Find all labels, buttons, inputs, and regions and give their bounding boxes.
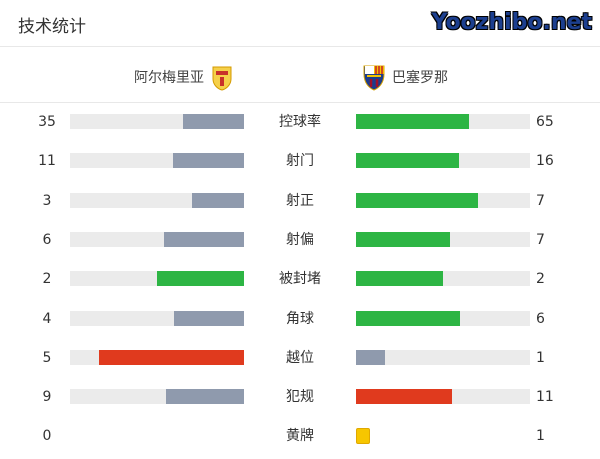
home-bar-track bbox=[70, 231, 244, 247]
away-value: 11 bbox=[536, 389, 554, 406]
stat-row: 2 被封堵 2 bbox=[0, 271, 600, 287]
away-bar-track bbox=[356, 271, 530, 287]
away-bar-fill bbox=[356, 349, 385, 365]
away-value: 2 bbox=[536, 271, 545, 288]
away-bar-fill bbox=[356, 114, 470, 129]
home-value: 11 bbox=[38, 153, 56, 170]
almeria-crest-icon bbox=[212, 66, 232, 91]
away-bar-track bbox=[356, 389, 530, 405]
stat-label: 射正 bbox=[286, 192, 314, 209]
home-bar-fill bbox=[174, 310, 244, 326]
stat-label: 射偏 bbox=[286, 231, 314, 248]
stat-row: 4 角球 6 bbox=[0, 310, 600, 327]
home-value: 2 bbox=[42, 271, 52, 288]
away-value: 6 bbox=[536, 310, 545, 327]
away-team-name: 巴塞罗那 bbox=[392, 70, 448, 86]
watermark: Yoozhibo.net bbox=[431, 10, 592, 35]
stat-label: 被封堵 bbox=[279, 271, 321, 288]
home-value: 4 bbox=[42, 310, 52, 327]
home-bar-track bbox=[70, 114, 244, 129]
away-bar-track bbox=[356, 349, 530, 365]
stat-row: 9 犯规 11 bbox=[0, 389, 600, 405]
home-bar-fill bbox=[99, 349, 244, 365]
home-bar-fill bbox=[163, 231, 244, 247]
home-value: 5 bbox=[42, 349, 52, 366]
stat-label: 角球 bbox=[286, 310, 314, 327]
divider bbox=[0, 102, 600, 103]
home-value: 3 bbox=[42, 192, 52, 209]
home-team: 阿尔梅里亚 bbox=[134, 62, 234, 92]
away-value: 1 bbox=[536, 349, 545, 366]
away-bar-track bbox=[356, 114, 530, 129]
away-bar-fill bbox=[356, 153, 460, 169]
away-bar-track bbox=[356, 192, 530, 208]
away-value: 16 bbox=[536, 153, 554, 170]
stat-row: 35 控球率 65 bbox=[0, 114, 600, 130]
home-bar-track bbox=[70, 153, 244, 169]
barcelona-crest-icon bbox=[363, 65, 385, 91]
away-bar-fill bbox=[356, 271, 443, 287]
stat-label: 射门 bbox=[286, 153, 314, 170]
home-bar-track bbox=[70, 271, 244, 287]
stat-row: 5 越位 1 bbox=[0, 349, 600, 366]
away-value: 7 bbox=[536, 192, 545, 209]
home-bar-fill bbox=[191, 192, 244, 208]
stat-row: 0 黄牌 1 bbox=[0, 428, 600, 445]
stat-label: 控球率 bbox=[279, 114, 321, 130]
home-bar-track bbox=[70, 192, 244, 208]
stat-label: 越位 bbox=[286, 349, 314, 366]
away-bar-fill bbox=[356, 231, 450, 247]
stat-label: 犯规 bbox=[286, 389, 314, 406]
away-team: 巴塞罗那 bbox=[362, 62, 448, 92]
stat-row: 11 射门 16 bbox=[0, 153, 600, 169]
yellow-card-icon bbox=[356, 428, 370, 445]
away-value: 7 bbox=[536, 231, 545, 248]
stat-label: 黄牌 bbox=[286, 428, 314, 445]
away-bar-fill bbox=[356, 192, 478, 208]
page-title: 技术统计 bbox=[18, 17, 86, 37]
home-bar-fill bbox=[183, 114, 244, 129]
away-bar-track bbox=[356, 153, 530, 169]
away-bar-fill bbox=[356, 310, 461, 326]
home-value: 0 bbox=[42, 428, 52, 445]
home-bar-track bbox=[70, 349, 244, 365]
away-bar-track bbox=[356, 231, 530, 247]
home-bar-track bbox=[70, 310, 244, 326]
home-bar-fill bbox=[157, 271, 244, 287]
divider bbox=[0, 46, 600, 47]
home-bar-fill bbox=[173, 153, 244, 169]
away-bar-fill bbox=[356, 389, 452, 405]
home-value: 35 bbox=[38, 114, 56, 130]
home-value: 6 bbox=[42, 231, 52, 248]
home-bar-track bbox=[70, 389, 244, 405]
stat-row: 3 射正 7 bbox=[0, 192, 600, 209]
home-bar-fill bbox=[165, 389, 244, 405]
home-team-name: 阿尔梅里亚 bbox=[134, 70, 204, 86]
stat-row: 6 射偏 7 bbox=[0, 231, 600, 248]
away-value: 1 bbox=[536, 428, 545, 445]
home-value: 9 bbox=[42, 389, 52, 406]
away-bar-track bbox=[356, 310, 530, 326]
away-value: 65 bbox=[536, 114, 554, 130]
